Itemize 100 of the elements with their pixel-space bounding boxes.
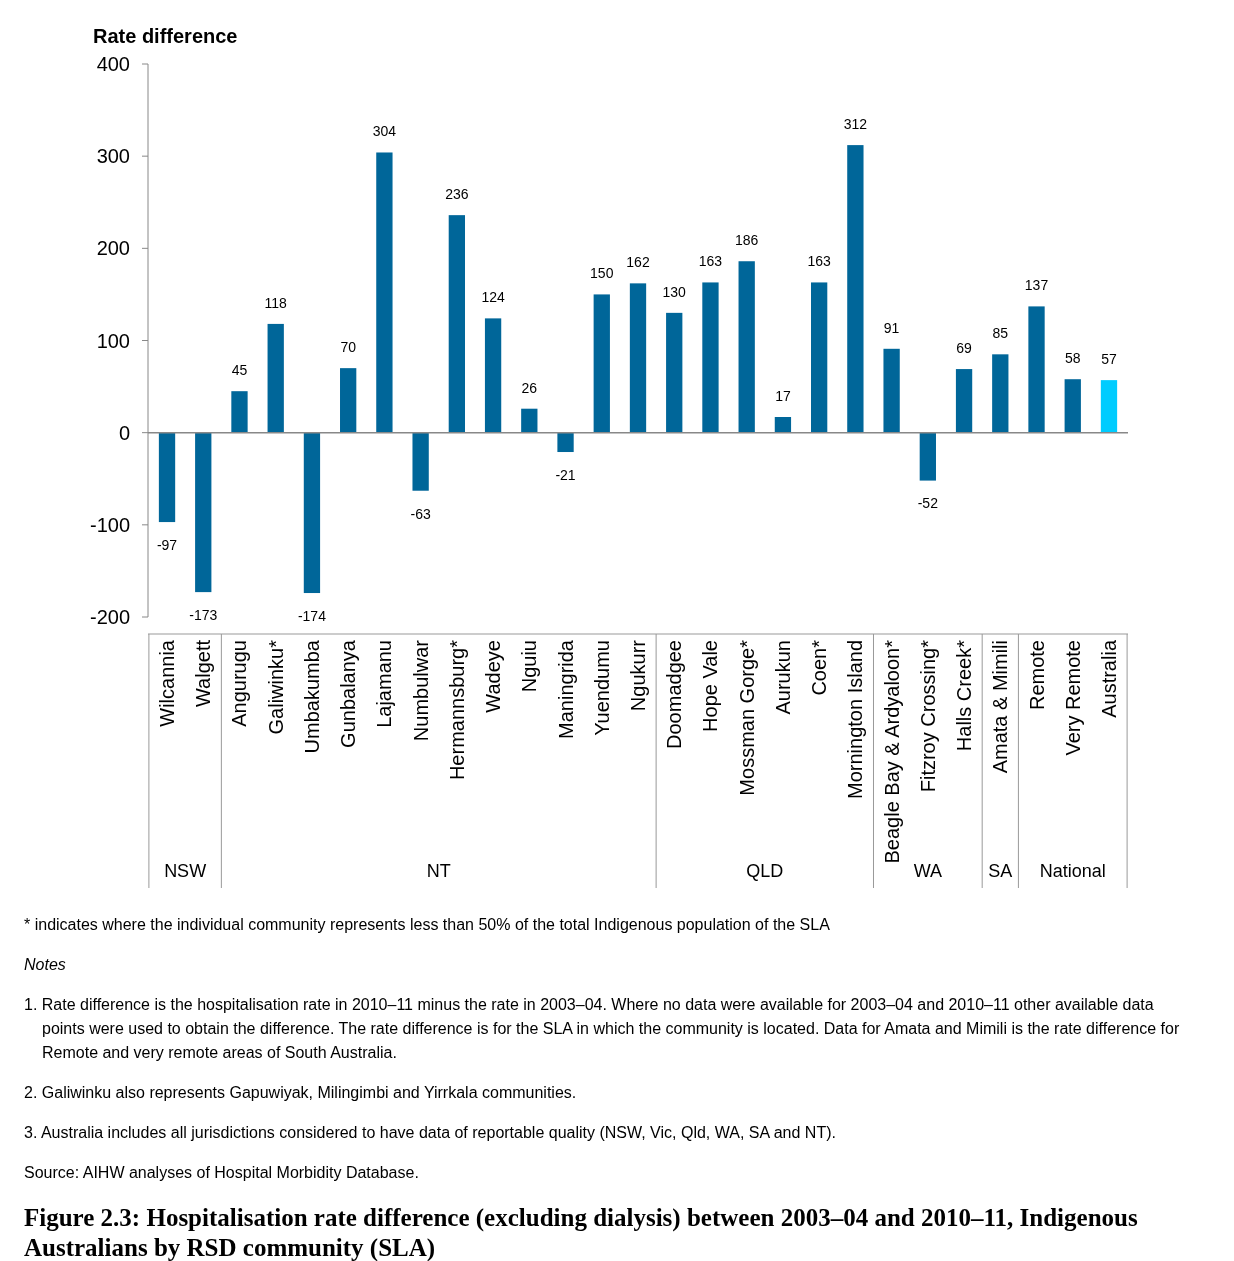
x-tick-label: Mornington Island xyxy=(844,640,867,799)
text: * indicates where the individual community represents less than 50% of the total Indigenous population of the SLA xyxy=(24,916,831,933)
data-label: 163 xyxy=(698,253,723,270)
bar xyxy=(340,368,357,433)
bar xyxy=(557,432,574,453)
y-tick-label: 200 xyxy=(96,237,130,260)
bar xyxy=(738,261,755,433)
bar xyxy=(1028,306,1045,433)
data-label: 304 xyxy=(372,123,397,140)
source-note: Source: AIHW analyses of Hospital Morbidity Database. xyxy=(24,1164,419,1181)
bar xyxy=(919,432,936,481)
data-label: 85 xyxy=(992,325,1009,342)
bar xyxy=(847,145,864,433)
y-tick-label: 300 xyxy=(96,145,130,168)
x-tick-label: Very Remote xyxy=(1061,640,1084,756)
x-tick-label: Wilcannia xyxy=(156,639,179,727)
text: NT xyxy=(426,861,451,881)
bar xyxy=(448,215,466,433)
data-label: -173 xyxy=(189,606,218,623)
y-tick-label: 0 xyxy=(118,421,130,444)
bar xyxy=(1100,380,1118,433)
x-tick-label: Gunbalanya xyxy=(337,639,360,748)
bar xyxy=(231,391,248,433)
x-tick-label: Mossman Gorge* xyxy=(735,639,758,796)
bar xyxy=(593,294,610,433)
text: 3. Australia includes all jurisdictions considered to have data of reportable quality (NSW, Vic, Qld, WA, SA and NT). xyxy=(24,1124,836,1141)
x-tick-label: Australia xyxy=(1097,639,1120,718)
x-tick-label: Lajamanu xyxy=(373,640,396,728)
bar xyxy=(1064,379,1081,433)
y-tick-label: 100 xyxy=(96,329,130,352)
data-label: 124 xyxy=(481,289,505,306)
x-tick-label: Hermannsburg* xyxy=(445,639,468,781)
bar xyxy=(267,323,284,433)
data-label: 137 xyxy=(1024,277,1049,294)
data-label: 186 xyxy=(735,232,759,249)
x-tick-label: Hope Vale xyxy=(699,640,722,732)
text: QLD xyxy=(746,861,784,881)
bar xyxy=(303,432,321,594)
y-tick-label: -200 xyxy=(89,606,130,628)
data-label: 312 xyxy=(843,116,868,133)
x-tick-label: Angurugu xyxy=(228,640,251,727)
data-label: 17 xyxy=(775,388,791,404)
x-tick-label: Yuendumu xyxy=(590,640,613,736)
x-tick-label: Fitzroy Crossing* xyxy=(916,639,939,793)
text: 2. Galiwinku also represents Gapuwiyak, Milingimbi and Yirrkala communities. xyxy=(24,1084,577,1101)
y-tick-label: 400 xyxy=(96,53,130,75)
data-label: 130 xyxy=(662,283,687,300)
data-label: 26 xyxy=(521,379,538,396)
bar xyxy=(992,354,1009,433)
x-tick-label: Remote xyxy=(1025,640,1048,711)
data-label: -21 xyxy=(555,466,576,483)
x-tick-label: Halls Creek* xyxy=(953,639,976,752)
x-tick-label: Ngukurr xyxy=(627,639,649,712)
bar xyxy=(484,318,502,433)
x-tick-label: Nguiu xyxy=(518,640,541,693)
bar xyxy=(412,432,429,491)
x-tick-label: Wadeye xyxy=(482,640,505,713)
text: NSW xyxy=(164,861,207,881)
x-tick-label: Umbakumba xyxy=(300,639,323,754)
bar xyxy=(883,348,900,433)
bar xyxy=(955,369,973,433)
data-label: 70 xyxy=(340,339,357,356)
x-tick-label: Numbulwar xyxy=(409,639,432,742)
x-tick-label: Galiwinku* xyxy=(264,639,287,735)
bar xyxy=(629,283,647,433)
data-label: -97 xyxy=(156,536,178,553)
bar xyxy=(702,282,719,433)
data-label: 58 xyxy=(1064,350,1081,367)
data-label: 150 xyxy=(590,265,614,282)
x-tick-label: Walgett xyxy=(192,639,215,708)
data-label: 162 xyxy=(626,254,650,271)
y-axis-title: Rate difference xyxy=(93,25,238,47)
bar xyxy=(810,282,828,433)
text: SA xyxy=(988,861,1013,881)
bar xyxy=(521,408,538,433)
data-label: 91 xyxy=(883,319,900,336)
data-label: -63 xyxy=(410,505,431,522)
data-label: 45 xyxy=(231,362,248,379)
data-label: 118 xyxy=(264,294,288,311)
bar xyxy=(158,432,176,523)
data-label: 57 xyxy=(1101,351,1117,368)
bar xyxy=(376,152,393,433)
bar xyxy=(195,432,212,593)
x-tick-label: Doomadgee xyxy=(663,640,686,749)
data-label: 163 xyxy=(807,253,832,270)
x-tick-label: Aurukun xyxy=(771,640,794,715)
x-tick-label: Amata & Mimili xyxy=(989,640,1012,774)
x-tick-label: Beagle Bay & Ardyaloon* xyxy=(880,639,903,864)
bar xyxy=(774,417,792,433)
text: Notes xyxy=(24,956,66,973)
text: National xyxy=(1039,861,1106,881)
text: 1. Rate difference is the hospitalisation rate in 2010–11 minus the rate in 2003–04. Where no data were available for 2003–04 and 2010–11 other available data points were used to obtain the difference. The rate difference is for the SLA in which the community is located. Data for Amata and Mimili is the rate difference for Remote and very remote areas of South Australia. xyxy=(24,996,1180,1061)
bar xyxy=(666,312,683,433)
data-label: 236 xyxy=(445,186,469,203)
data-label: 69 xyxy=(956,340,973,357)
text: Figure 2.3: Hospitalisation rate difference (excluding dialysis) between 2003–04 and 2010–11, Indigenous Australians by RSD community (SLA) xyxy=(24,1204,1138,1261)
x-tick-label: Maningrida xyxy=(554,639,577,739)
text: WA xyxy=(913,861,942,881)
x-tick-label: Coen* xyxy=(808,639,831,696)
y-tick-label: -100 xyxy=(89,513,130,536)
